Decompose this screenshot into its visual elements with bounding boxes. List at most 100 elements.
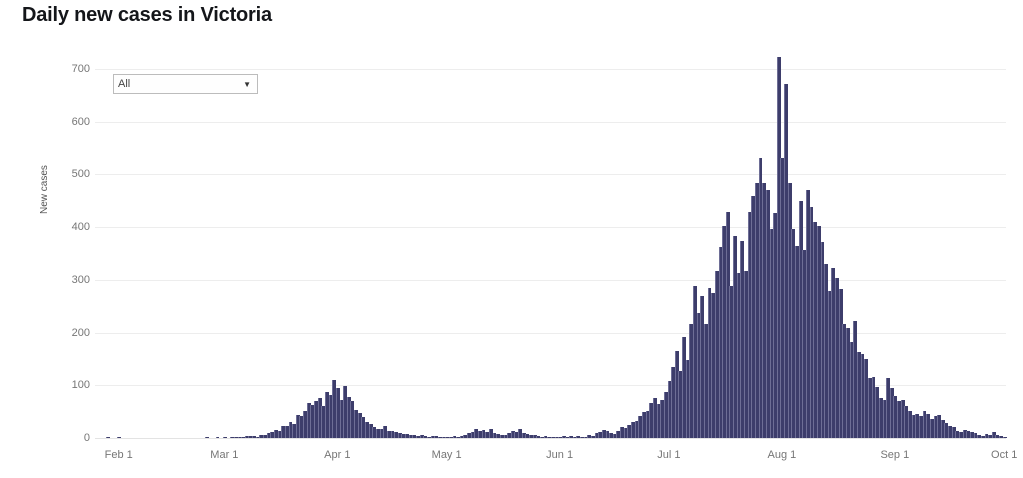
bar[interactable] [558, 437, 563, 438]
bar[interactable] [937, 415, 941, 438]
bar[interactable] [693, 286, 697, 438]
bar[interactable] [383, 426, 388, 438]
bar[interactable] [295, 415, 300, 438]
bar[interactable] [408, 434, 413, 438]
bar[interactable] [969, 432, 974, 438]
bar[interactable] [343, 385, 348, 438]
bar[interactable] [747, 212, 752, 438]
bar[interactable] [736, 273, 741, 438]
bar[interactable] [809, 206, 814, 438]
bar[interactable] [977, 435, 982, 438]
bar[interactable] [955, 430, 960, 438]
bar[interactable] [871, 376, 876, 438]
bar[interactable] [397, 433, 402, 438]
bar[interactable] [660, 399, 665, 438]
bar[interactable] [594, 433, 599, 438]
bar[interactable] [550, 437, 555, 438]
bar[interactable] [813, 221, 818, 438]
bar[interactable] [365, 422, 369, 438]
bar[interactable] [911, 415, 916, 438]
bar[interactable] [991, 431, 996, 438]
bar[interactable] [886, 377, 890, 438]
bar[interactable] [926, 413, 931, 438]
bar[interactable] [492, 432, 497, 438]
bar[interactable] [875, 386, 880, 438]
bar[interactable] [270, 431, 275, 438]
bar[interactable] [980, 435, 985, 438]
bar[interactable] [328, 394, 333, 438]
bar[interactable] [215, 437, 220, 438]
bar[interactable] [496, 434, 501, 438]
bar[interactable] [959, 431, 963, 438]
bar[interactable] [470, 431, 475, 438]
bar[interactable] [744, 270, 748, 438]
bar[interactable] [612, 433, 617, 438]
bar[interactable] [317, 398, 322, 438]
bar[interactable] [904, 405, 909, 438]
bar[interactable] [944, 422, 949, 438]
bar[interactable] [339, 400, 344, 438]
bar[interactable] [758, 157, 763, 438]
bar[interactable] [707, 288, 712, 438]
bar[interactable] [940, 419, 945, 438]
bar[interactable] [667, 381, 672, 438]
bar[interactable] [908, 411, 912, 438]
bar[interactable] [878, 398, 883, 438]
bar[interactable] [412, 435, 417, 438]
bar[interactable] [838, 289, 843, 438]
bar[interactable] [725, 212, 730, 438]
bar[interactable] [642, 412, 646, 438]
bar[interactable] [893, 396, 898, 438]
bar[interactable] [751, 196, 756, 438]
bar[interactable] [820, 241, 825, 438]
bar[interactable] [827, 291, 832, 438]
bar[interactable] [266, 433, 271, 438]
bar[interactable] [510, 430, 515, 438]
bar[interactable] [740, 240, 745, 438]
bar[interactable] [853, 320, 858, 438]
bar[interactable] [434, 436, 439, 438]
bar[interactable] [463, 434, 468, 438]
bar[interactable] [798, 200, 803, 438]
bar[interactable] [222, 437, 227, 438]
bar[interactable] [361, 417, 366, 438]
bar[interactable] [427, 436, 431, 438]
bar[interactable] [933, 416, 938, 438]
bar[interactable] [572, 436, 577, 438]
series-filter-dropdown[interactable]: All ▼ [113, 74, 258, 94]
bar[interactable] [354, 410, 358, 438]
bar[interactable] [263, 435, 267, 438]
bar[interactable] [729, 286, 734, 438]
bar[interactable] [951, 426, 956, 438]
bar[interactable] [459, 435, 464, 438]
bar[interactable] [241, 437, 245, 438]
bar[interactable] [441, 437, 446, 438]
bar[interactable] [627, 424, 632, 438]
bar[interactable] [754, 182, 759, 438]
bar[interactable] [204, 437, 209, 438]
bar[interactable] [230, 437, 235, 438]
bar[interactable] [561, 436, 566, 438]
bar[interactable] [652, 398, 657, 438]
bar[interactable] [846, 328, 850, 438]
bar[interactable] [281, 426, 286, 438]
bar[interactable] [805, 190, 810, 438]
bar[interactable] [368, 423, 373, 438]
bar[interactable] [685, 359, 690, 438]
bar[interactable] [437, 436, 442, 438]
bar[interactable] [689, 324, 694, 438]
bar[interactable] [816, 225, 821, 438]
bar[interactable] [233, 436, 238, 438]
bar[interactable] [456, 436, 460, 438]
bar[interactable] [703, 323, 708, 438]
bar[interactable] [448, 437, 453, 438]
bar[interactable] [430, 435, 435, 438]
bar[interactable] [117, 437, 122, 438]
bar[interactable] [988, 435, 992, 438]
bar[interactable] [842, 324, 847, 438]
bar[interactable] [824, 263, 829, 438]
bar[interactable] [634, 420, 639, 438]
bar[interactable] [948, 425, 952, 438]
bar[interactable] [357, 413, 362, 438]
bar[interactable] [966, 430, 971, 438]
